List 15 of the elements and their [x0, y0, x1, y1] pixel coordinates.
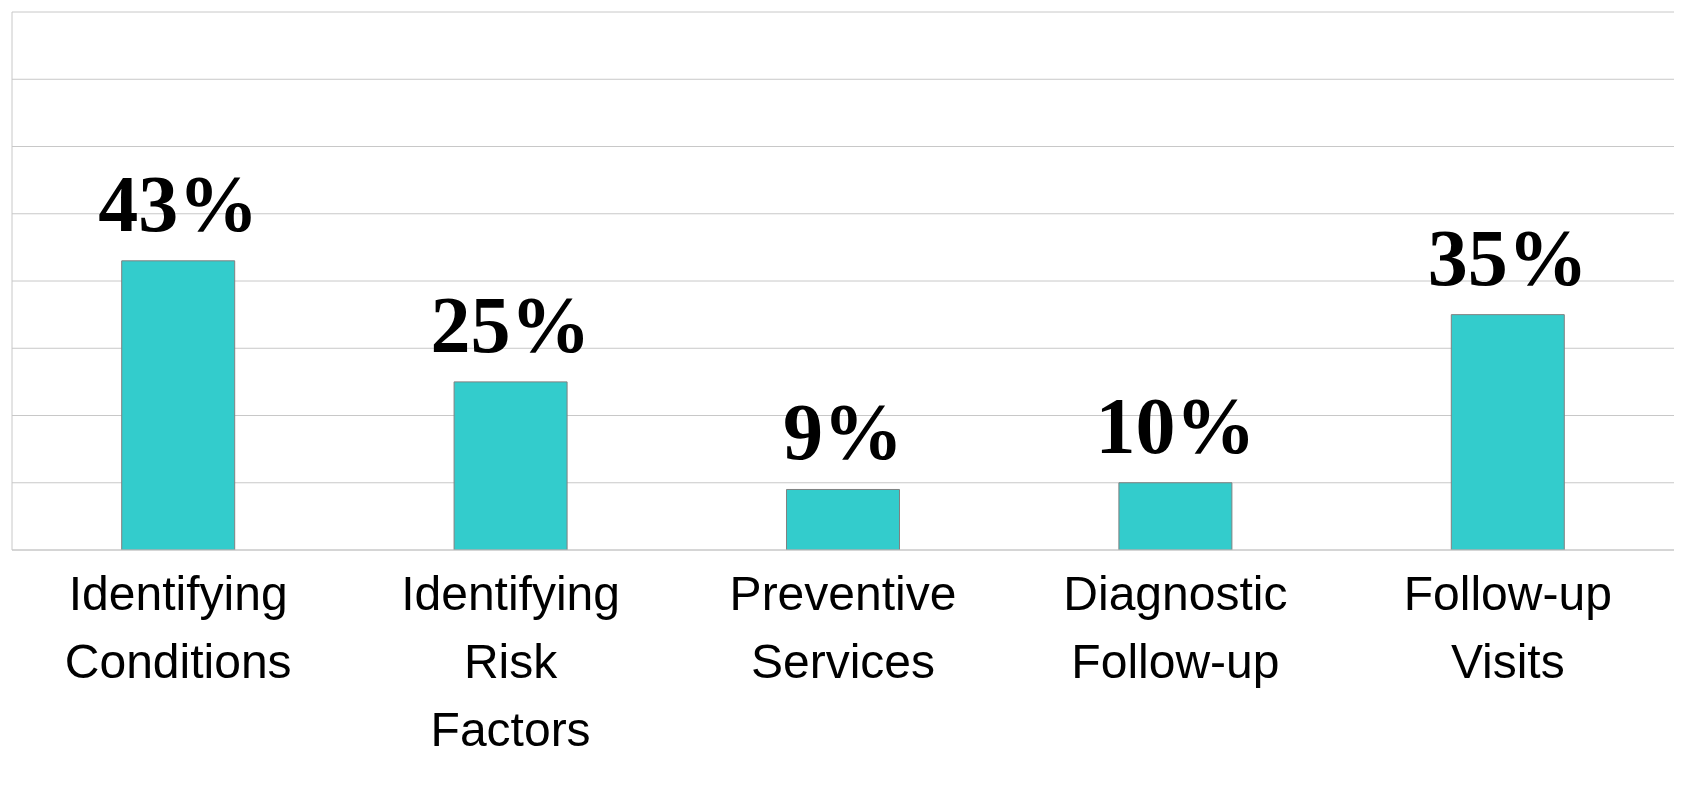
x-tick-label: Follow-up Visits	[1403, 567, 1612, 688]
data-label: 10%	[1095, 381, 1256, 470]
x-tick-label: Diagnostic Follow-up	[1063, 567, 1288, 688]
x-tick-label: Preventive Services	[729, 567, 957, 688]
data-label: 25%	[430, 280, 591, 369]
data-label: 43%	[98, 159, 259, 248]
bar	[121, 260, 236, 550]
x-tick-label: Identifying Conditions	[64, 567, 292, 688]
bar	[1118, 482, 1233, 550]
data-label: 9%	[782, 388, 903, 477]
x-tick-label: Identifying Risk Factors	[401, 567, 621, 756]
bar	[785, 488, 900, 550]
data-label: 35%	[1427, 213, 1588, 302]
bar	[453, 381, 568, 550]
bar	[1450, 314, 1565, 550]
